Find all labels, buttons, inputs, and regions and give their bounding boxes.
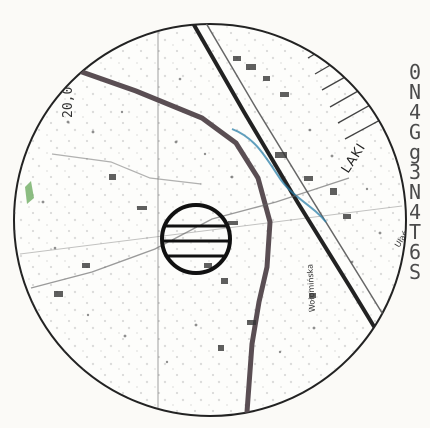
green-mark — [25, 181, 34, 204]
side-code-label: 0 N 4 G g 3 N 4 T 6 S — [409, 62, 422, 284]
minor-road-2 — [51, 153, 202, 185]
railway-right — [202, 24, 406, 361]
grid-line-horizontal — [19, 205, 403, 255]
map-dots — [41, 77, 382, 364]
elevation-label: 20,0 — [61, 87, 76, 118]
minor-road — [30, 177, 350, 289]
target-marker — [160, 203, 232, 275]
railway-left — [188, 24, 400, 368]
water-line — [231, 128, 327, 223]
road-label: Wołomińska — [305, 264, 317, 313]
buildings — [54, 56, 351, 351]
